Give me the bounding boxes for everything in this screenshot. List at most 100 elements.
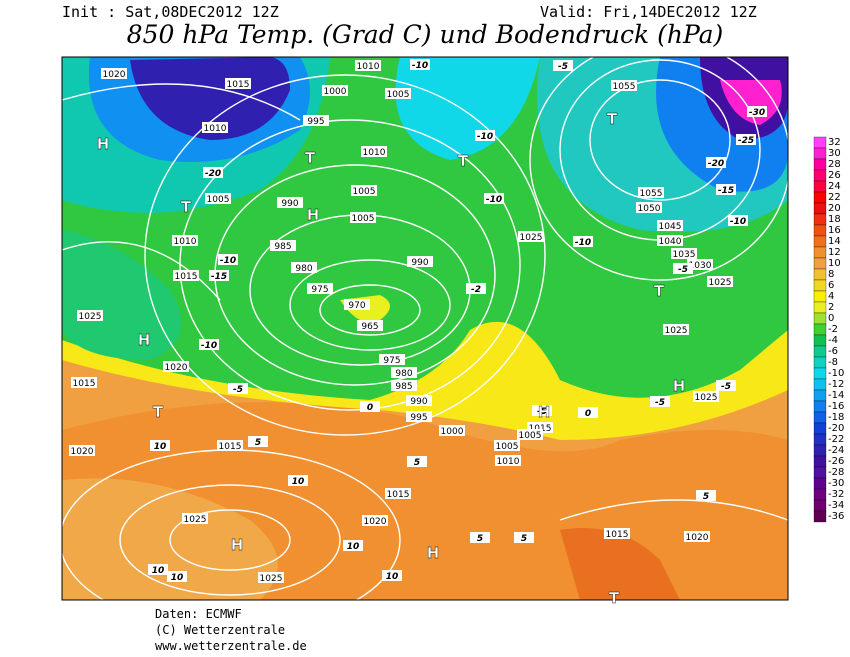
isobar-label-bg — [636, 202, 662, 213]
isobar-label: 1005 — [353, 187, 376, 197]
legend-label: 8 — [828, 269, 834, 280]
legend-swatch — [813, 422, 827, 435]
isobar-label-bg — [707, 276, 733, 287]
isobar-label: 990 — [411, 258, 428, 268]
temperature-label: 10 — [386, 572, 399, 582]
legend-swatch — [813, 312, 827, 325]
isobar-label: 1015 — [219, 442, 242, 452]
temperature-label-bg — [553, 60, 573, 71]
isobar-label-bg — [517, 429, 543, 440]
temperature-label-bg — [532, 405, 552, 416]
temperature-label-bg — [514, 532, 534, 543]
isobar-label: 1015 — [387, 490, 410, 500]
isobar-label-bg — [344, 299, 370, 310]
legend-swatch — [813, 268, 827, 281]
isobar-label: 1000 — [324, 87, 347, 97]
isobar-label: 980 — [295, 264, 312, 274]
isobar-label-bg — [303, 115, 329, 126]
isobar-label-bg — [322, 85, 348, 96]
temperature-label: 5 — [703, 492, 709, 502]
temperature-label: 10 — [152, 566, 165, 576]
temperature-label-bg — [218, 254, 238, 265]
temperature-label-bg — [650, 396, 670, 407]
legend-swatch — [813, 356, 827, 369]
temperature-label: 0 — [367, 403, 373, 413]
isobar-label: 990 — [410, 397, 427, 407]
temperature-label: -2 — [471, 285, 481, 295]
temperature-label: 0 — [585, 409, 591, 419]
temperature-label-bg — [167, 571, 187, 582]
isobar-label-bg — [657, 220, 683, 231]
temperature-label-bg — [716, 184, 736, 195]
isobar-label: 1035 — [673, 250, 696, 260]
isobar-label-bg — [270, 240, 296, 251]
legend-label: -30 — [828, 478, 844, 489]
temperature-label: -30 — [749, 108, 765, 118]
legend-swatch — [813, 323, 827, 336]
temperature-label: -20 — [708, 159, 724, 169]
isobar-label: 1025 — [709, 278, 732, 288]
pressure-center: T — [153, 403, 164, 421]
isobar-label: 1015 — [606, 530, 629, 540]
isobar-label-bg — [362, 515, 388, 526]
isobar-label-bg — [495, 455, 521, 466]
temperature-label-bg — [673, 263, 693, 274]
legend-swatch — [813, 411, 827, 424]
legend-swatch — [813, 455, 827, 468]
temperature-label-bg — [484, 193, 504, 204]
isobar-label-bg — [351, 185, 377, 196]
temperature-label-bg — [199, 339, 219, 350]
temperature-label-bg — [288, 475, 308, 486]
pressure-center: H — [307, 206, 320, 224]
isobar-label: 1015 — [175, 272, 198, 282]
isobar-label: 1025 — [79, 312, 102, 322]
pressure-center: H — [97, 135, 110, 153]
isobar-label-bg — [258, 572, 284, 583]
legend-swatch — [813, 510, 827, 523]
temperature-label-bg — [360, 401, 380, 412]
legend-label: 20 — [828, 203, 841, 214]
isobar-label-bg — [350, 212, 376, 223]
temperature-label: 5 — [255, 438, 261, 448]
isobar-label: 1045 — [659, 222, 682, 232]
temperature-label: -5 — [558, 62, 568, 72]
temperature-label: -20 — [205, 169, 221, 179]
isobar-label: 1015 — [227, 80, 250, 90]
isobar-label: 1010 — [497, 457, 520, 467]
isobar-label-bg — [77, 310, 103, 321]
isobar-label-bg — [439, 425, 465, 436]
pressure-center: H — [538, 403, 551, 421]
temperature-label: -25 — [738, 136, 754, 146]
temperature-label-bg — [382, 570, 402, 581]
legend-label: 10 — [828, 258, 841, 269]
legend-label: -2 — [828, 324, 838, 335]
temperature-label-bg — [475, 130, 495, 141]
temperature-label: -5 — [721, 382, 731, 392]
legend-label: -28 — [828, 467, 844, 478]
legend-label: -4 — [828, 335, 838, 346]
legend-label: 2 — [828, 302, 834, 313]
pressure-center: H — [138, 331, 151, 349]
isobar-label-bg — [71, 377, 97, 388]
isobar-label: 1025 — [520, 233, 543, 243]
legend-label: 4 — [828, 291, 834, 302]
isobar-label: 1020 — [686, 533, 709, 543]
isobar-label: 1030 — [689, 261, 712, 271]
legend-label: 18 — [828, 214, 841, 225]
isobar-label: 1020 — [103, 70, 126, 80]
isobar-label: 1050 — [638, 204, 661, 214]
isobar-label-bg — [611, 80, 637, 91]
legend-swatch — [813, 279, 827, 292]
legend-label: 12 — [828, 247, 841, 258]
legend-swatch — [813, 334, 827, 347]
isobar-label-bg — [518, 231, 544, 242]
isobar-label-bg — [205, 193, 231, 204]
legend-label: -14 — [828, 390, 844, 401]
temperature-label: 10 — [292, 477, 305, 487]
legend-swatch — [813, 213, 827, 226]
isobar-label: 1055 — [613, 82, 636, 92]
isobar-label-bg — [657, 235, 683, 246]
temperature-label-bg — [203, 167, 223, 178]
isobar-label: 965 — [361, 322, 378, 332]
legend-swatch — [813, 136, 827, 149]
